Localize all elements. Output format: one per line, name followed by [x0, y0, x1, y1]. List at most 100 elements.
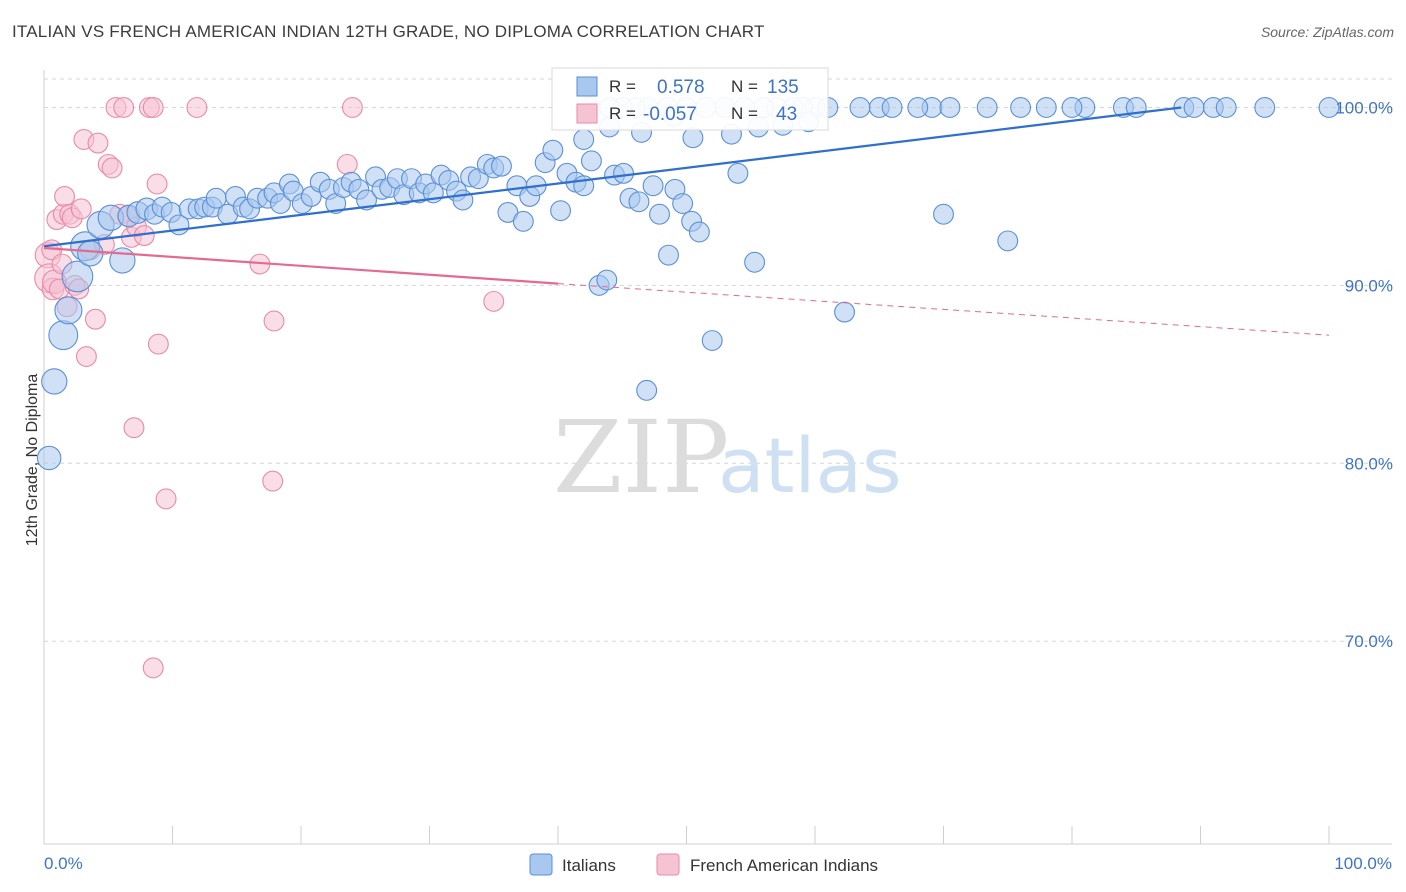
italians-point [834, 301, 856, 323]
stats-n-label: N = [731, 77, 758, 96]
stats-r-value-french: -0.057 [643, 104, 697, 125]
italians-point [573, 129, 595, 150]
stats-legend-frame [551, 67, 829, 131]
watermark-atlas: atlas [718, 421, 902, 510]
italians-point [1010, 97, 1032, 118]
italians-point [682, 127, 704, 149]
italians-point [550, 200, 572, 222]
italians-point [596, 269, 618, 291]
y-tick-label: 90.0% [1345, 276, 1393, 295]
italians-point [36, 445, 62, 471]
italians-point [701, 330, 723, 351]
french-american-indians-point [483, 290, 505, 312]
italians-point [672, 193, 694, 214]
italians-point [849, 97, 871, 118]
trend-lines [43, 106, 1330, 336]
y-tick-label: 70.0% [1345, 632, 1393, 651]
legend-swatch-italians [529, 853, 553, 876]
italians-point [1035, 97, 1057, 118]
stats-swatch-italians [576, 76, 598, 97]
italians-point [497, 201, 519, 223]
italians-point [658, 244, 679, 266]
italians-point [48, 320, 79, 351]
italians-point [649, 203, 670, 225]
stats-n-value-french: 43 [776, 104, 797, 125]
italians-point [41, 368, 68, 395]
legend-label-italians: Italians [562, 856, 616, 875]
stats-r-label: R = [609, 77, 636, 96]
italians-point [976, 97, 998, 118]
watermark-zip: ZIP [553, 399, 729, 516]
italians-point [907, 97, 929, 118]
italians-point [269, 193, 291, 214]
italians-point [1061, 97, 1083, 118]
italians-point [491, 155, 512, 177]
italians-point [542, 139, 564, 161]
stats-n-label-2: N = [731, 104, 758, 123]
chart-title: ITALIAN VS FRENCH AMERICAN INDIAN 12TH G… [12, 22, 765, 41]
legend-swatch-french-american-indians [656, 853, 680, 876]
italians-point [881, 97, 903, 118]
french-trend-line-extension [557, 283, 1330, 336]
italians-point [452, 189, 474, 211]
watermark: ZIP atlas [553, 399, 902, 516]
italians-point [1254, 97, 1276, 118]
stats-n-value-italians: 135 [767, 77, 799, 98]
italians-point [628, 191, 650, 213]
data-points [34, 97, 1340, 679]
italians-point [744, 251, 766, 273]
y-tick-label: 100.0% [1335, 98, 1393, 117]
italians-point [54, 296, 83, 325]
french-american-indians-point [155, 488, 177, 510]
french-american-indians-point [146, 173, 168, 195]
italians-point [356, 189, 377, 211]
italians-point [642, 175, 664, 197]
italians-point [77, 240, 104, 267]
italians-point [688, 221, 710, 243]
stats-r-value-italians: 0.578 [657, 77, 705, 98]
french-american-indians-point [186, 97, 208, 118]
italians-point [997, 230, 1019, 252]
axis-labels: 12th Grade, No Diploma 0.0% 100.0% 100.0… [24, 98, 1393, 873]
legend-label-french-american-indians: French American Indians [690, 856, 878, 875]
x-tick-label-min: 0.0% [44, 854, 83, 873]
french-american-indians-point [142, 97, 164, 118]
series-legend: Italians French American Indians [529, 853, 878, 876]
french-american-indians-point [262, 470, 284, 492]
y-tick-label: 80.0% [1345, 454, 1393, 473]
french-american-indians-point [75, 346, 97, 367]
italians-trend-line [43, 106, 1182, 248]
italians-point [613, 162, 634, 184]
stats-r-label-2: R = [609, 104, 636, 123]
french-american-indians-point [147, 333, 169, 355]
french-american-indians-point [123, 417, 145, 439]
stats-swatch-french-american-indians [576, 103, 598, 124]
french-american-indians-point [263, 310, 285, 332]
french-american-indians-point [87, 132, 109, 154]
italians-point [580, 150, 602, 172]
italians-point [636, 379, 658, 401]
french-american-indians-point [336, 153, 358, 175]
french-american-indians-point [341, 97, 363, 118]
italians-point [1183, 97, 1205, 118]
french-trend-line [43, 246, 559, 285]
french-american-indians-point [101, 157, 123, 179]
italians-point [512, 210, 534, 232]
italians-point [933, 203, 954, 225]
french-american-indians-point [113, 97, 135, 118]
y-axis-title: 12th Grade, No Diploma [24, 374, 41, 547]
french-american-indians-point [142, 657, 164, 679]
x-tick-label-max: 100.0% [1334, 854, 1392, 873]
italians-point [1318, 97, 1340, 118]
italians-point [109, 247, 136, 274]
italians-point [939, 97, 961, 118]
french-american-indians-point [70, 198, 92, 220]
french-american-indians-point [84, 308, 106, 330]
stats-legend: R = 0.578 N = 135 R = -0.057 N = 43 [551, 67, 829, 131]
source-credit: Source: ZipAtlas.com [1260, 24, 1394, 40]
french-american-indians-point [54, 185, 76, 207]
italians-point [61, 260, 94, 293]
italians-point [727, 162, 749, 184]
italians-point [1215, 97, 1237, 118]
